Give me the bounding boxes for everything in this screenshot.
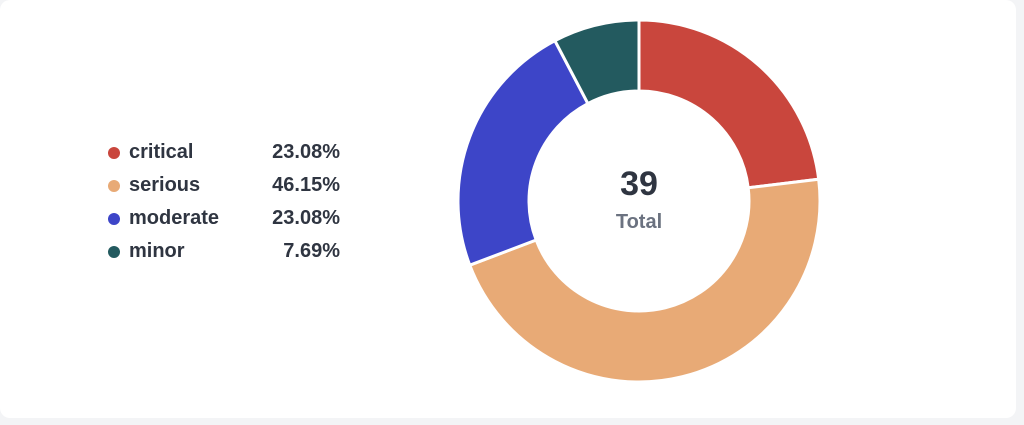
legend-value: 23.08%	[272, 141, 340, 163]
donut-slice-critical[interactable]	[637, 18, 821, 190]
legend-label: critical	[129, 141, 194, 163]
donut-svg	[456, 18, 822, 384]
donut-slice-moderate[interactable]	[456, 38, 590, 268]
legend-item-serious: serious 46.15%	[108, 169, 340, 202]
legend-item-minor: minor 7.69%	[108, 235, 340, 268]
legend-label: serious	[129, 174, 201, 196]
donut-slice-minor[interactable]	[552, 18, 641, 106]
legend-value: 23.08%	[272, 207, 340, 229]
chart-card: critical 23.08% serious 46.15% moderate …	[0, 0, 1016, 418]
legend-swatch-minor	[108, 245, 120, 258]
legend-item-moderate: moderate 23.08%	[108, 202, 340, 235]
center-total-label: Total	[615, 211, 663, 233]
donut-slice-serious[interactable]	[467, 177, 822, 384]
donut-chart: 39 Total	[456, 18, 822, 384]
center-total-value: 39	[620, 165, 658, 203]
legend-value: 46.15%	[272, 174, 340, 196]
legend-value: 7.69%	[283, 240, 340, 262]
legend-swatch-serious	[108, 179, 120, 192]
legend-item-critical: critical 23.08%	[108, 136, 340, 169]
chart-legend: critical 23.08% serious 46.15% moderate …	[108, 136, 340, 268]
legend-label: moderate	[129, 207, 220, 229]
legend-label: minor	[129, 240, 185, 262]
legend-swatch-critical	[108, 146, 120, 159]
legend-swatch-moderate	[108, 212, 120, 225]
